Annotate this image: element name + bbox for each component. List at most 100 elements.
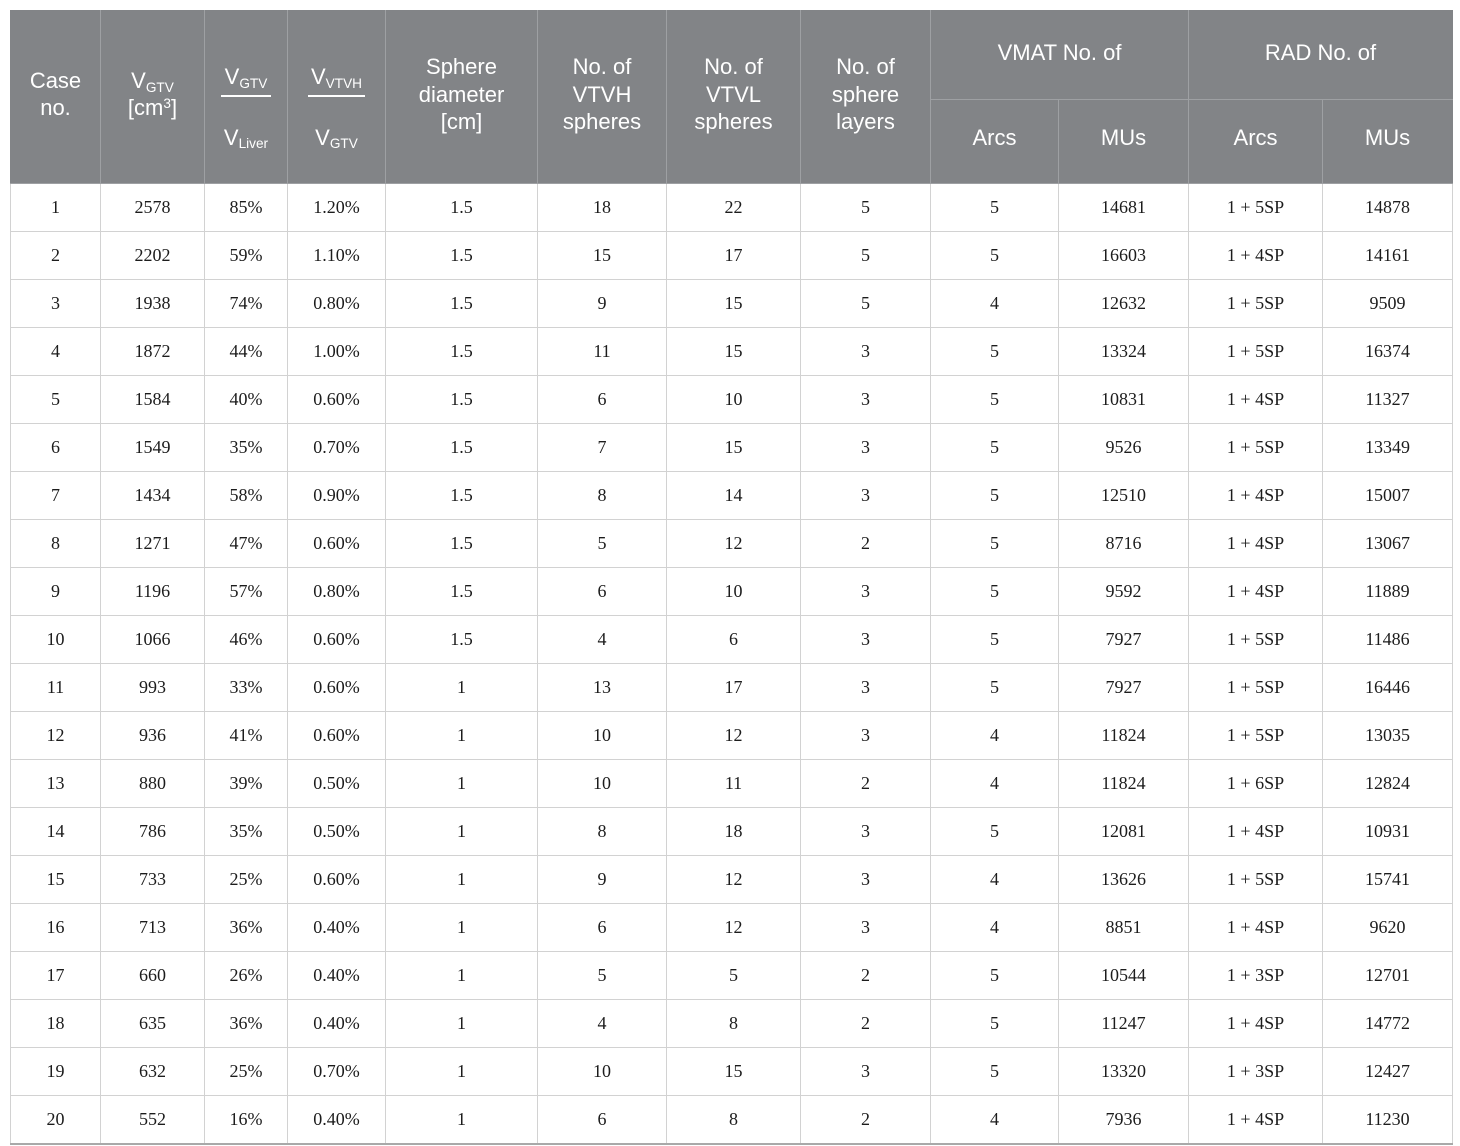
table-row: 7 1434 58% 0.90% 1.5 8 14 3 5 12510 1 + 4SP 15007 (10, 470, 1454, 520)
cell-case_no: 14 (10, 806, 101, 856)
cell-vgtv_vliver: 44% (204, 326, 288, 376)
col-header-case-no: Case no. (10, 10, 101, 184)
cell-sphere_layers: 5 (800, 278, 931, 328)
cell-vgtv_cm3: 1196 (100, 566, 205, 616)
cell-rad_arcs: 1 + 6SP (1188, 758, 1324, 808)
cell-vgtv_vliver: 25% (204, 854, 288, 904)
cell-vtvh_spheres: 8 (537, 806, 667, 856)
cell-vmat_arcs: 5 (930, 183, 1059, 232)
cell-vtvh_spheres: 9 (537, 278, 667, 328)
cell-vtvl_spheres: 11 (666, 758, 801, 808)
cell-sphere_diameter: 1.5 (385, 566, 538, 616)
cell-vmat_arcs: 5 (930, 326, 1059, 376)
col-group-header-rad: RAD No. of (1188, 10, 1454, 100)
cell-vtvl_spheres: 15 (666, 326, 801, 376)
cell-vgtv_vliver: 26% (204, 950, 288, 1000)
cell-case_no: 16 (10, 902, 101, 952)
table-row: 9 1196 57% 0.80% 1.5 6 10 3 5 9592 1 + 4SP 11889 (10, 566, 1454, 616)
table-row: 17 660 26% 0.40% 1 5 5 2 5 10544 1 + 3SP 12701 (10, 950, 1454, 1000)
cell-vtvl_spheres: 15 (666, 1046, 801, 1096)
cell-rad_mus: 11327 (1322, 374, 1454, 424)
cell-vtvl_spheres: 14 (666, 470, 801, 520)
cell-vvtvh_vgtv: 0.60% (287, 710, 386, 760)
cell-vtvh_spheres: 10 (537, 1046, 667, 1096)
cell-sphere_layers: 2 (800, 1094, 931, 1145)
cell-vgtv_vliver: 35% (204, 422, 288, 472)
col-header-vvtvh-vgtv-ratio: VVTVH VGTV (287, 10, 386, 184)
table-row: 16 713 36% 0.40% 1 6 12 3 4 8851 1 + 4SP 9620 (10, 902, 1454, 952)
cell-vtvh_spheres: 10 (537, 758, 667, 808)
cell-rad_mus: 15007 (1322, 470, 1454, 520)
cell-vgtv_cm3: 733 (100, 854, 205, 904)
cell-rad_mus: 9509 (1322, 278, 1454, 328)
cell-sphere_diameter: 1.5 (385, 470, 538, 520)
cell-sphere_layers: 3 (800, 566, 931, 616)
cell-case_no: 9 (10, 566, 101, 616)
cell-vmat_mus: 8716 (1057, 518, 1190, 568)
cell-rad_mus: 15741 (1322, 854, 1454, 904)
cell-sphere_layers: 3 (800, 662, 931, 712)
cell-vgtv_cm3: 1549 (100, 422, 205, 472)
cell-case_no: 20 (10, 1094, 101, 1145)
cell-case_no: 10 (10, 614, 101, 664)
cell-sphere_diameter: 1 (385, 806, 538, 856)
cell-rad_arcs: 1 + 5SP (1188, 614, 1324, 664)
cell-vtvl_spheres: 10 (666, 374, 801, 424)
cell-sphere_layers: 2 (800, 518, 931, 568)
cell-vmat_arcs: 4 (930, 278, 1059, 328)
cell-vgtv_vliver: 46% (204, 614, 288, 664)
cell-vgtv_vliver: 85% (204, 183, 288, 232)
cell-vmat_mus: 13626 (1057, 854, 1190, 904)
cell-vvtvh_vgtv: 0.60% (287, 614, 386, 664)
table-row: 5 1584 40% 0.60% 1.5 6 10 3 5 10831 1 + 4SP 11327 (10, 374, 1454, 424)
cell-vgtv_cm3: 786 (100, 806, 205, 856)
cell-case_no: 2 (10, 230, 101, 280)
cell-vvtvh_vgtv: 0.40% (287, 902, 386, 952)
cell-vmat_arcs: 4 (930, 902, 1059, 952)
cell-vgtv_vliver: 47% (204, 518, 288, 568)
cell-rad_arcs: 1 + 5SP (1188, 422, 1324, 472)
cell-vtvl_spheres: 10 (666, 566, 801, 616)
table-row: 20 552 16% 0.40% 1 6 8 2 4 7936 1 + 4SP 11230 (10, 1094, 1454, 1145)
cell-rad_arcs: 1 + 4SP (1188, 374, 1324, 424)
cell-vmat_mus: 12632 (1057, 278, 1190, 328)
cell-case_no: 15 (10, 854, 101, 904)
cell-sphere_layers: 3 (800, 854, 931, 904)
table-row: 14 786 35% 0.50% 1 8 18 3 5 12081 1 + 4SP 10931 (10, 806, 1454, 856)
col-header-rad-mus: MUs (1322, 99, 1454, 184)
cell-rad_mus: 14878 (1322, 183, 1454, 232)
cell-vmat_mus: 7927 (1057, 662, 1190, 712)
cell-vvtvh_vgtv: 0.60% (287, 518, 386, 568)
table-row: 3 1938 74% 0.80% 1.5 9 15 5 4 12632 1 + 5SP 9509 (10, 278, 1454, 328)
cell-vgtv_vliver: 36% (204, 998, 288, 1048)
cell-vmat_mus: 9526 (1057, 422, 1190, 472)
cell-case_no: 8 (10, 518, 101, 568)
cell-case_no: 4 (10, 326, 101, 376)
cell-vgtv_cm3: 713 (100, 902, 205, 952)
cell-vvtvh_vgtv: 1.00% (287, 326, 386, 376)
cell-sphere_diameter: 1.5 (385, 374, 538, 424)
cell-sphere_diameter: 1 (385, 854, 538, 904)
cell-vtvl_spheres: 18 (666, 806, 801, 856)
cell-vmat_arcs: 5 (930, 518, 1059, 568)
cell-rad_mus: 13067 (1322, 518, 1454, 568)
cell-sphere_layers: 5 (800, 230, 931, 280)
cell-case_no: 13 (10, 758, 101, 808)
cell-sphere_diameter: 1 (385, 1046, 538, 1096)
cases-table: Case no. VGTV [cm3] VGTV VLiver VVTVH VGT… (10, 10, 1454, 1145)
cell-vvtvh_vgtv: 1.10% (287, 230, 386, 280)
cell-rad_arcs: 1 + 4SP (1188, 902, 1324, 952)
cell-vmat_arcs: 5 (930, 230, 1059, 280)
cell-vmat_mus: 9592 (1057, 566, 1190, 616)
cell-vgtv_cm3: 1066 (100, 614, 205, 664)
col-header-sphere-diameter: Sphere diameter [cm] (385, 10, 538, 184)
cell-vgtv_vliver: 25% (204, 1046, 288, 1096)
cell-vtvh_spheres: 15 (537, 230, 667, 280)
cell-case_no: 17 (10, 950, 101, 1000)
cell-vmat_arcs: 5 (930, 422, 1059, 472)
cell-vtvh_spheres: 4 (537, 998, 667, 1048)
cell-sphere_layers: 2 (800, 950, 931, 1000)
cell-vgtv_cm3: 632 (100, 1046, 205, 1096)
cell-sphere_layers: 3 (800, 374, 931, 424)
cell-vtvh_spheres: 9 (537, 854, 667, 904)
